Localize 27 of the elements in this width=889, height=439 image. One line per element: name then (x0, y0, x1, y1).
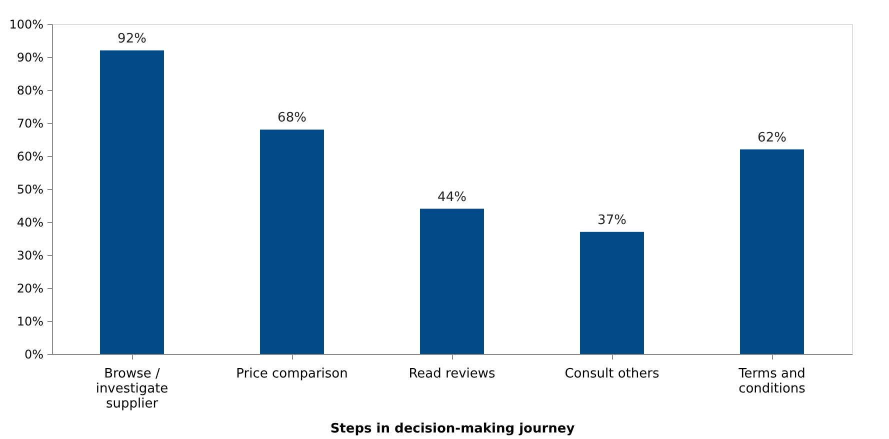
x-tick-label: Consult others (564, 366, 660, 382)
x-tick-label: Read reviews (408, 366, 496, 382)
y-tick-label: 20% (16, 282, 44, 296)
bar (420, 208, 484, 354)
x-tick-label: Price comparison (236, 366, 348, 382)
y-tick-label: 10% (16, 314, 44, 328)
y-tick-label: 30% (16, 248, 44, 262)
y-tick-label: 100% (9, 18, 44, 32)
y-tick-label: 50% (16, 182, 44, 196)
y-tick-label: 60% (16, 150, 44, 164)
bar (260, 130, 324, 354)
y-tick-label: 0% (24, 348, 44, 362)
data-label: 37% (598, 212, 626, 228)
x-tick-label: Browse / investigate supplier (96, 366, 168, 412)
data-label: 44% (438, 190, 466, 205)
y-tick-label: 80% (16, 84, 44, 98)
bar (100, 50, 164, 354)
x-tick-label: Terms and conditions (738, 366, 806, 396)
x-axis-title: Steps in decision-making journey (330, 422, 576, 436)
bar (740, 149, 804, 354)
data-label: 92% (118, 31, 146, 46)
data-label: 62% (758, 130, 786, 146)
y-tick-label: 90% (16, 50, 44, 64)
bar (580, 232, 644, 354)
y-tick-label: 70% (16, 116, 44, 130)
data-label: 68% (278, 110, 306, 126)
y-tick-label: 40% (16, 216, 44, 230)
